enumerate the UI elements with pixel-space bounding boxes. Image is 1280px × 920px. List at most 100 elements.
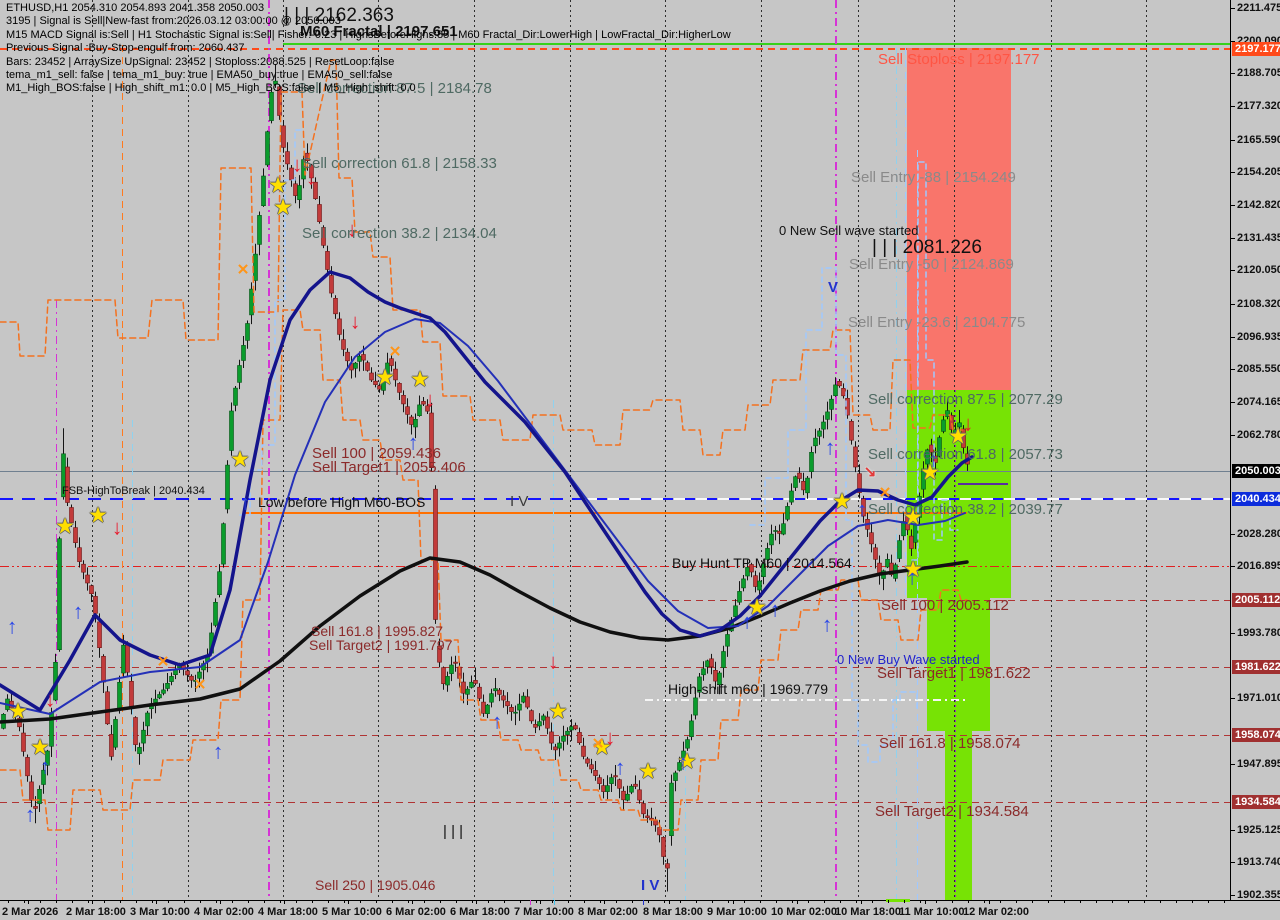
x-mark-marker: ✕ <box>156 653 170 671</box>
annotation-label: M60 Fractal | 2197.651 <box>300 23 458 40</box>
time-tick-mark <box>348 900 349 904</box>
time-minor-tick <box>616 900 617 903</box>
price-tick-label: 2016.895 <box>1237 560 1280 573</box>
time-axis[interactable]: 2 Mar 2026 2 Mar 18:00 3 Mar 10:00 4 Mar 02… <box>0 899 1280 920</box>
star-marker: ★ <box>904 507 922 529</box>
price-tick-mark <box>1231 764 1235 766</box>
price-tick-mark <box>1231 40 1235 42</box>
time-axis-label: 10 Mar 18:00 <box>835 906 902 918</box>
time-minor-tick <box>1080 900 1081 903</box>
buy-arrow-marker: ↑ <box>927 448 939 472</box>
annotation-label: Sell correction 87.5 | 2077.29 <box>868 391 1063 408</box>
time-axis-label: 6 Mar 02:00 <box>386 906 446 918</box>
buy-arrow-marker: ↑ <box>824 436 836 460</box>
time-minor-tick <box>504 900 505 903</box>
annotation-label: Sell 161.8 | 1995.827 <box>311 623 444 639</box>
x-mark-marker: ✕ <box>388 343 402 361</box>
time-tick-mark <box>156 900 157 904</box>
horizontal-level-line <box>283 43 1230 45</box>
chart-status-header: ETHUSD,H1 2054.310 2054.893 2041.358 205… <box>6 2 731 96</box>
price-level-badge: 2005.112 <box>1232 593 1280 608</box>
time-minor-tick <box>584 900 585 903</box>
price-tick-label: 2062.780 <box>1237 428 1280 441</box>
price-tick-label: 2074.165 <box>1237 395 1280 408</box>
time-minor-tick <box>40 900 41 903</box>
time-minor-tick <box>776 900 777 903</box>
price-tick-label: 2131.435 <box>1237 231 1280 244</box>
horizontal-level-line <box>0 801 1230 803</box>
time-minor-tick <box>472 900 473 903</box>
price-tick-mark <box>1231 237 1235 239</box>
annotation-label: Sell 161.8 | 1958.074 <box>879 735 1021 752</box>
sell-arrow-marker: ↓ <box>44 688 56 712</box>
buy-arrow-marker: ↑ <box>72 600 84 624</box>
time-tick-mark <box>220 900 221 904</box>
time-minor-tick <box>200 900 201 903</box>
time-axis-label: 10 Mar 02:00 <box>771 906 838 918</box>
horizontal-level-line <box>0 470 1230 472</box>
time-minor-tick <box>888 900 889 903</box>
time-axis-label: 7 Mar 10:00 <box>514 906 574 918</box>
price-tick-label: 2120.050 <box>1237 264 1280 277</box>
price-tick-label: 1993.780 <box>1237 626 1280 639</box>
annotation-label: Sell Target2 | 1934.584 <box>875 803 1029 820</box>
time-minor-tick <box>280 900 281 903</box>
time-minor-tick <box>408 900 409 903</box>
vertical-time-line <box>954 0 955 900</box>
chart-plot-area[interactable]: ★ ★ ★ ★ ★ ★ ★ ★ ★ ★ ★ ★ ★ ★ ★ ★ ★ ★ ★ ↑ ↑ ↑ ↑ ↑ ↑ ↑ ↑ ↑ ↑ ↑ ↑ ↑ ↑ ↑ ↑ ↑ ↓ ↓ ↓ ↓… <box>0 0 1230 900</box>
time-minor-tick <box>72 900 73 903</box>
buy-arrow-marker: ↑ <box>614 756 626 780</box>
time-minor-tick <box>1224 900 1225 903</box>
diagonal-arrow-marker: ↘ <box>863 463 877 481</box>
session-highlight-strip <box>886 899 910 902</box>
price-tick-label: 1971.010 <box>1237 691 1280 704</box>
time-minor-tick <box>392 900 393 903</box>
time-minor-tick <box>232 900 233 903</box>
price-level-badge: 1934.584 <box>1232 795 1280 810</box>
time-minor-tick <box>696 900 697 903</box>
star-marker: ★ <box>231 449 249 471</box>
horizontal-level-line <box>0 48 1230 50</box>
price-tick-label: 2211.475 <box>1237 1 1280 14</box>
time-minor-tick <box>680 900 681 903</box>
time-minor-tick <box>1192 900 1193 903</box>
time-tick-mark <box>284 900 285 904</box>
star-marker: ★ <box>9 701 27 723</box>
vertical-time-line <box>122 45 123 900</box>
time-minor-tick <box>840 900 841 903</box>
price-tick-label: 1913.740 <box>1237 856 1280 869</box>
price-tick-label: 1925.125 <box>1237 823 1280 836</box>
time-tick-mark <box>989 900 990 904</box>
star-marker: ★ <box>376 367 394 389</box>
price-tick-label: 2165.590 <box>1237 133 1280 146</box>
price-level-badge: 1958.074 <box>1232 728 1280 743</box>
price-axis[interactable]: 2211.475 2200.090 2197.177 2188.705 2177.320… <box>1230 0 1280 901</box>
time-minor-tick <box>8 900 9 903</box>
time-axis-label: 8 Mar 02:00 <box>578 906 638 918</box>
time-tick-mark <box>92 900 93 904</box>
annotation-label: Low before High M60-BOS <box>258 494 426 510</box>
annotation-label: Sell Entry -23.6 | 2104.775 <box>848 314 1026 331</box>
time-tick-mark <box>604 900 605 904</box>
star-marker: ★ <box>639 761 657 783</box>
envelope-lower <box>0 309 968 831</box>
time-minor-tick <box>424 900 425 903</box>
time-tick-mark <box>733 900 734 904</box>
vertical-time-line <box>92 0 93 900</box>
price-tick-label: 1947.895 <box>1237 758 1280 771</box>
time-minor-tick <box>760 900 761 903</box>
time-axis-label: 4 Mar 02:00 <box>194 906 254 918</box>
buy-arrow-marker: ↑ <box>39 755 51 779</box>
star-marker: ★ <box>56 516 74 538</box>
price-tick-label: 2154.205 <box>1237 166 1280 179</box>
vertical-time-line <box>1051 0 1052 900</box>
time-tick-mark <box>476 900 477 904</box>
time-minor-tick <box>904 900 905 903</box>
time-minor-tick <box>1112 900 1113 903</box>
time-axis-label: 2 Mar 18:00 <box>66 906 126 918</box>
annotation-label: Sell Entry -88 | 2154.249 <box>851 169 1016 186</box>
ma-fast-navy <box>0 270 974 712</box>
header-line-signal: 3195 | Signal is Sell|New-fast from:2026… <box>6 15 341 28</box>
time-tick-mark <box>669 900 670 904</box>
time-axis-label: 11 Mar 10:00 <box>899 906 965 918</box>
